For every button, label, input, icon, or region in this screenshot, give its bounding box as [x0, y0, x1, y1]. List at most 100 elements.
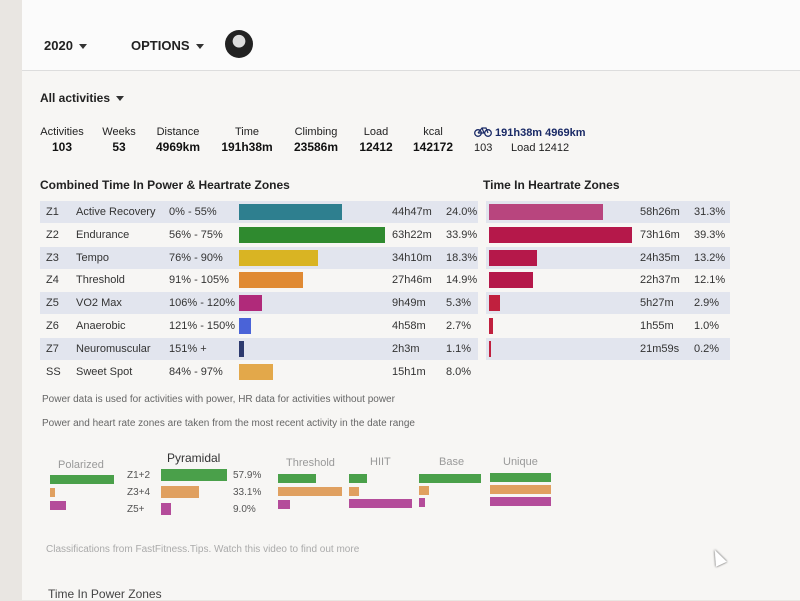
- base-bar-z34: [419, 486, 429, 495]
- stat-label: Load: [363, 126, 389, 138]
- base-title: Base: [439, 456, 465, 468]
- pyramidal-bar: [161, 486, 199, 498]
- stat-value: 191h38m: [221, 140, 273, 154]
- unique-title: Unique: [503, 456, 538, 468]
- zone-name: Endurance: [76, 228, 130, 241]
- hr-zone-time: 73h16m: [640, 228, 680, 241]
- zone-bar: [239, 318, 251, 334]
- zone-bar: [239, 272, 304, 289]
- zone-range: 151% +: [169, 342, 207, 355]
- ride-time: 191h38m: [495, 127, 543, 139]
- combined-zones-title: Combined Time In Power & Heartrate Zones: [40, 178, 290, 192]
- chevron-down-icon: [78, 44, 87, 50]
- zone-row: SS Sweet Spot 84% - 97% 15h1m 8.0%: [40, 361, 478, 383]
- options-dropdown[interactable]: OPTIONS: [131, 38, 204, 53]
- stat-label: Activities: [40, 126, 84, 138]
- avatar[interactable]: [225, 30, 253, 58]
- power-data-note: Power data is used for activities with p…: [42, 394, 395, 405]
- ride-distance: 4969km: [545, 127, 586, 139]
- year-dropdown[interactable]: 2020: [44, 38, 87, 53]
- stat-label: Time: [234, 126, 260, 138]
- pyramidal-title: Pyramidal: [167, 451, 221, 465]
- chevron-down-icon: [116, 96, 125, 102]
- stat-label: kcal: [423, 126, 443, 138]
- activity-filter-dropdown[interactable]: All activities: [40, 91, 125, 105]
- zone-name: Sweet Spot: [76, 365, 133, 378]
- hr-zone-percent: 1.0%: [694, 320, 720, 332]
- zone-percent: 2.7%: [446, 320, 472, 332]
- zone-time: 2h3m: [392, 342, 420, 355]
- hr-zone-bar: [489, 272, 534, 289]
- zone-name: Threshold: [76, 274, 125, 287]
- zone-range: 91% - 105%: [169, 274, 229, 287]
- zone-percent: 5.3%: [446, 297, 472, 310]
- stat-climbing: Climbing 23586m: [288, 126, 344, 154]
- zone-id: Z4: [46, 274, 59, 287]
- zone-percent: 33.9%: [446, 228, 478, 241]
- zone-bar: [239, 340, 244, 357]
- unique-bar-z34: [490, 485, 551, 494]
- pyramidal-row-label: Z5+: [127, 504, 145, 515]
- threshold-bar-z5: [278, 500, 290, 509]
- zone-row: Z4 Threshold 91% - 105% 27h46m 14.9%: [40, 269, 478, 291]
- zone-time: 27h46m: [392, 274, 432, 287]
- hr-zone-percent: 13.2%: [694, 251, 726, 264]
- hr-zone-percent: 0.2%: [694, 342, 720, 355]
- stat-value: 142172: [412, 140, 454, 154]
- stat-distance: Distance 4969km: [150, 126, 206, 154]
- chevron-down-icon: [195, 44, 204, 50]
- pyramidal-bar: [161, 469, 227, 481]
- zone-bar: [239, 363, 274, 380]
- zone-time: 4h58m: [392, 320, 426, 332]
- hr-zone-time: 1h55m: [640, 320, 674, 332]
- zone-id: Z3: [46, 251, 59, 264]
- zone-percent: 8.0%: [446, 365, 472, 378]
- classifications-source-link[interactable]: Classifications from FastFitness.Tips. W…: [46, 544, 360, 555]
- hr-zone-percent: 2.9%: [694, 297, 720, 310]
- zone-name: Neuromuscular: [76, 342, 151, 355]
- zone-time: 44h47m: [392, 206, 432, 218]
- zone-percent: 1.1%: [446, 342, 472, 355]
- zone-range: 76% - 90%: [169, 251, 223, 264]
- hr-zone-bar: [489, 295, 500, 312]
- polarized-title: Polarized: [58, 459, 104, 471]
- zone-name: VO2 Max: [76, 297, 122, 310]
- pyramidal-row-percent: 9.0%: [233, 504, 256, 515]
- activity-filter-label: All activities: [40, 91, 111, 105]
- zone-range: 106% - 120%: [169, 297, 236, 310]
- pyramidal-bar: [161, 503, 172, 515]
- unique-bar-z5: [490, 497, 551, 506]
- zones-source-note: Power and heart rate zones are taken fro…: [42, 418, 415, 429]
- zone-bar: [239, 295, 262, 312]
- zone-percent: 18.3%: [446, 251, 478, 264]
- options-label: OPTIONS: [131, 38, 190, 53]
- hr-zone-time: 22h37m: [640, 274, 680, 287]
- hr-zone-bar: [489, 318, 493, 334]
- hr-zone-row: 22h37m 12.1%: [486, 269, 730, 291]
- stat-value: 12412: [359, 140, 393, 154]
- zone-range: 84% - 97%: [169, 365, 223, 378]
- base-bar-z12: [419, 474, 481, 483]
- hr-zone-bar: [489, 340, 491, 357]
- zone-row: Z1 Active Recovery 0% - 55% 44h47m 24.0%: [40, 201, 478, 223]
- stat-activities: Activities 103: [38, 126, 86, 154]
- hiit-title: HIIT: [370, 456, 391, 468]
- bicycle-icon: [474, 127, 492, 137]
- base-bar-z5: [419, 498, 425, 507]
- pyramidal-row-percent: 57.9%: [233, 470, 262, 481]
- stat-load: Load 12412: [356, 126, 396, 154]
- stat-label: Distance: [156, 126, 200, 138]
- hr-zone-bar: [489, 249, 538, 266]
- zone-id: Z7: [46, 342, 59, 355]
- hr-zone-percent: 31.3%: [694, 206, 726, 218]
- hr-zone-row: 5h27m 2.9%: [486, 292, 730, 315]
- zone-time: 63h22m: [392, 228, 432, 241]
- unique-bar-z12: [490, 473, 551, 482]
- stat-kcal: kcal 142172: [408, 126, 458, 154]
- zone-id: SS: [46, 365, 61, 378]
- hiit-bar-z34: [349, 487, 359, 496]
- threshold-bar-z12: [278, 474, 316, 483]
- zone-row: Z7 Neuromuscular 151% + 2h3m 1.1%: [40, 337, 478, 360]
- year-label: 2020: [44, 38, 73, 53]
- ride-summary[interactable]: 191h38m 4969km: [495, 127, 586, 139]
